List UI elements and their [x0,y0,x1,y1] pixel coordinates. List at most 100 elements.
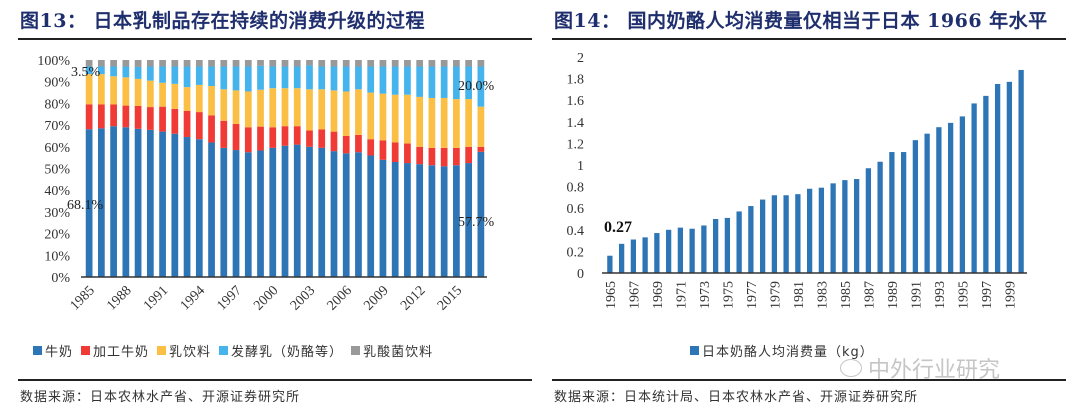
y-tick-label: 40% [44,184,70,199]
bar-chart: 0 0.2 0.4 0.6 0.8 1 1.2 1.4 1.6 1.8 2 1965 1967 1969 1… [567,51,1027,309]
bar-segment [318,66,326,90]
bar-segment [85,129,93,277]
legend-swatch [33,346,42,355]
bar-segment [293,126,301,145]
bar-segment [379,140,387,160]
legend-label: 乳酸菌饮料 [363,345,434,360]
legend-label: 牛奶 [45,345,74,360]
watermark: 中外行业研究 [840,352,1000,384]
bar-segment [281,60,289,67]
bar [971,103,977,273]
bar-segment [440,147,448,167]
bar-segment [97,104,105,129]
bar-segment [404,66,411,95]
x-tick-label: 1991 [141,283,171,313]
bar [1006,81,1013,273]
y-tick-label: 1.4 [567,116,585,131]
bar-segment [465,99,473,147]
x-tick-label: 1987 [862,281,877,309]
bar-segment [281,66,289,89]
legend-item: 乳饮料 [157,341,211,360]
bar-segment [97,66,105,75]
bar-segment [269,60,277,67]
bar-segment [318,129,326,148]
legend-item: 日本奶酪人均消费量（kg） [690,341,874,360]
bar [795,194,801,273]
bar-segment [453,165,460,277]
y-tick-label: 0.4 [567,224,585,239]
y-tick-label: 30% [44,206,70,221]
bar-segment [342,135,350,154]
legend-swatch [690,346,699,355]
bar-segment [183,87,191,111]
bar-segment [269,127,277,148]
bar-segment [220,60,228,67]
bar-segment [453,99,460,148]
bar-segment [122,60,130,67]
bar-segment [208,60,215,67]
bar [665,229,672,273]
bar-segment [379,60,387,67]
bar-segment [208,66,215,87]
bar-segment [391,161,399,277]
bar [1018,69,1024,274]
bar-segment [159,66,166,83]
x-tick-label: 1991 [909,281,924,309]
x-tick-label: 1997 [214,283,244,313]
bar [783,195,789,273]
y-tick-label: 0.2 [567,245,585,260]
bar-segment [146,129,154,277]
bar-segment [306,65,313,90]
bar-segment [428,97,436,148]
bar-segment [244,66,252,92]
x-tick-label: 1999 [1003,281,1018,309]
bar-segment [465,163,473,277]
bar-segment [416,60,424,67]
data-label: 3.5% [71,65,101,80]
bar-segment [244,152,252,277]
bar-segment [146,107,154,130]
bar-segment [465,146,473,164]
bar [936,127,942,273]
legend-label: 乳饮料 [169,345,212,360]
data-label: 20.0% [458,79,495,94]
x-tick-label: 1979 [768,281,783,309]
bar-segment [318,147,326,277]
bar [677,227,684,273]
x-tick-label: 1995 [956,281,971,309]
y-tick-label: 100% [37,54,70,69]
bar-segment [269,66,277,89]
bar-segment [477,146,485,152]
bar-segment [379,66,387,94]
bar [912,140,919,273]
y-tick-label: 0.6 [567,202,585,217]
wechat-icon [840,359,862,377]
legend-swatch [219,346,229,355]
bar-segment [440,66,448,98]
bar [842,180,848,273]
x-tick-label: 1983 [815,281,830,309]
x-tick-label: 1994 [178,283,208,313]
bar-segment [171,133,179,277]
bar-segment [342,153,350,277]
bar-segment [465,66,473,100]
bar-segment [416,96,424,147]
bar-segment [453,66,460,100]
bar-segment [110,66,117,77]
y-tick-label: 70% [44,119,70,134]
bar-segment [183,66,191,88]
bar-segment [330,131,338,152]
bar-segment [171,66,179,84]
bar-segment [232,66,240,91]
data-label: 0.27 [604,219,632,236]
bar-segment [428,66,436,98]
bar-segment [110,126,117,277]
bar-segment [244,91,252,128]
bar-segment [367,92,375,140]
legend-label: 加工牛奶 [93,345,150,360]
bar [983,95,989,273]
y-tick-label: 1.8 [567,73,585,88]
x-tick-label: 1989 [886,281,901,309]
bar-segment [232,60,240,67]
bar-segment [465,60,473,67]
